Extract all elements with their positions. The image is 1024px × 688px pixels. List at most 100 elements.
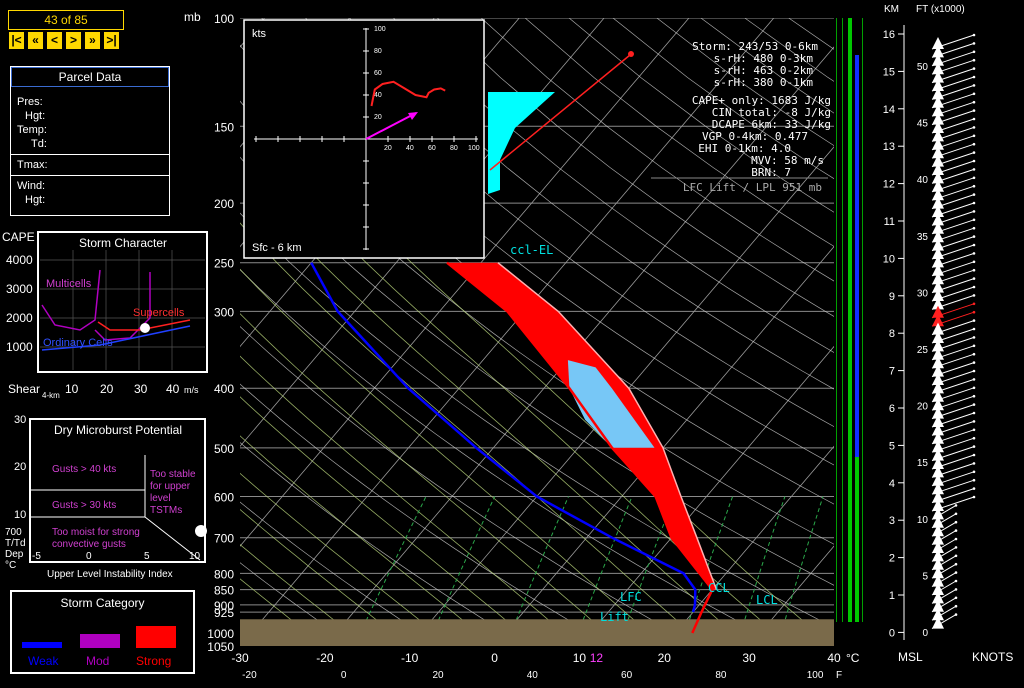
cape-area (447, 262, 717, 590)
mb-gusts30-label: Gusts > 30 kts (52, 500, 116, 511)
wind-barb-flag (932, 322, 944, 335)
next-frame-button[interactable]: > (65, 31, 82, 50)
wind-barb-flag (932, 356, 944, 369)
dry-adiabat (437, 18, 834, 317)
wind-barb-dot (972, 470, 976, 474)
wind-barb-dot (972, 193, 976, 196)
mb-too-moist-label-2: convective gusts (52, 539, 126, 550)
wind-barb-flag (932, 398, 944, 411)
temp-f-label: 80 (715, 670, 727, 681)
wind-barb-flag (932, 87, 944, 100)
bar-line (836, 18, 837, 622)
wind-barb-dot (972, 445, 976, 448)
wind-barb-dot (954, 512, 958, 516)
wind-barb-flag (932, 45, 944, 58)
pressure-label: 900 (214, 599, 234, 613)
mb-xtick: 5 (144, 551, 150, 562)
temp-c-label: -20 (316, 651, 334, 665)
wind-barb-flag (932, 440, 944, 453)
temp-c-unit: °C (846, 651, 860, 665)
dry-adiabat (240, 383, 614, 646)
wind-barb-dot (972, 151, 976, 154)
microburst-title: Dry Microburst Potential (54, 423, 182, 437)
wind-barb-flag (932, 499, 944, 511)
last-frame-button[interactable]: >| (103, 31, 120, 50)
wind-barb-flag (932, 583, 944, 595)
indices-panel: Storm: 243/53 0-6km s-rH: 480 0-3km s-rH… (651, 40, 831, 194)
wind-barb-dot (972, 184, 976, 188)
wind-barb-flag (932, 423, 944, 436)
wind-barb-dot (972, 386, 976, 390)
mb-xlabel: Upper Level Instability Index (47, 569, 173, 580)
wind-barb-flag (932, 448, 944, 461)
prev-frame-button[interactable]: < (46, 31, 63, 50)
parcel-trace (497, 262, 718, 590)
wind-barb-flag (932, 305, 944, 318)
wind-barb-flag (932, 163, 944, 175)
dry-adiabat (240, 212, 834, 628)
pressure-label: 850 (214, 584, 234, 598)
km-label: 6 (889, 403, 895, 415)
sc-xtick: 30 (134, 382, 148, 396)
layer-bar (855, 55, 859, 457)
wind-barb-flag (932, 263, 944, 276)
pressure-label: 200 (214, 197, 234, 211)
microburst-panel: Dry Microburst Potential 30 20 10 700 T/… (5, 414, 207, 580)
wind-barb-dot (954, 613, 958, 616)
wind-barb-dot (972, 235, 976, 238)
wind-barb-dot (972, 285, 976, 289)
mb-xtick: -5 (32, 551, 41, 562)
wind-barb-dot (972, 428, 976, 432)
wind-barb-flag (932, 515, 944, 528)
bar-line (848, 18, 852, 622)
hodograph-panel: kts Sfc - 6 km 100 80 60 40 20 20 40 60 … (243, 19, 485, 259)
pressure-label: 1050 (207, 640, 234, 654)
parcel-data-title: Parcel Data (11, 67, 169, 87)
cape-value: CAPE+ only: 1683 J/kg (692, 94, 831, 107)
ft-label: 20 (917, 402, 929, 413)
wind-barb-flag (932, 230, 944, 243)
wind-barb-flag (932, 53, 944, 66)
wind-barb-dot (972, 462, 976, 465)
hodo-ytick: 60 (374, 70, 382, 77)
wind-barb-flag (932, 566, 944, 579)
km-label: 3 (889, 515, 895, 527)
wind-barb-dot (972, 260, 976, 264)
km-label: 0 (889, 627, 895, 639)
km-label: 8 (889, 328, 895, 340)
temp-c-label: -10 (401, 651, 419, 665)
ft-label: 35 (917, 232, 929, 243)
wind-barb-flag (932, 591, 944, 604)
moist-adiabat (240, 435, 495, 646)
wind-barb-flag (932, 574, 944, 587)
wind-barb-flag (932, 154, 944, 167)
mb-ylabel: Dep (5, 549, 24, 560)
temp-f-label: -20 (242, 670, 257, 681)
dry-adiabat (349, 18, 834, 390)
wind-barb-dot (972, 277, 976, 280)
isotherm (579, 345, 834, 646)
isotherm (324, 46, 834, 646)
wind-barb-flag (932, 221, 944, 234)
level-label: LFC (620, 590, 642, 604)
skewt-labels: 1001502002503004005006007008008509009251… (184, 10, 860, 681)
hodo-ytick: 40 (374, 92, 382, 99)
mb-too-stable-label-4: TSTMs (150, 505, 182, 516)
wind-barb-dot (972, 310, 976, 314)
mvv-value: MVV: 58 m/s (751, 154, 824, 167)
ordinary-boundary (41, 325, 191, 351)
fast-forward-button[interactable]: » (84, 31, 101, 50)
wind-barb-dot (972, 252, 976, 255)
rewind-button[interactable]: « (27, 31, 44, 50)
pressure-label: 500 (214, 442, 234, 456)
wind-barb-dot (972, 420, 976, 423)
wind-barb-dot (972, 201, 976, 205)
wind-barb-dot (972, 411, 976, 415)
ft-label: 25 (917, 345, 929, 356)
sc-ytick: 4000 (6, 253, 33, 267)
mb-ytick: 30 (14, 414, 26, 426)
wind-barb-dot (972, 369, 976, 373)
wind-barb-flag (932, 373, 944, 385)
first-frame-button[interactable]: |< (8, 31, 25, 50)
wind-barb-dot (954, 520, 958, 524)
